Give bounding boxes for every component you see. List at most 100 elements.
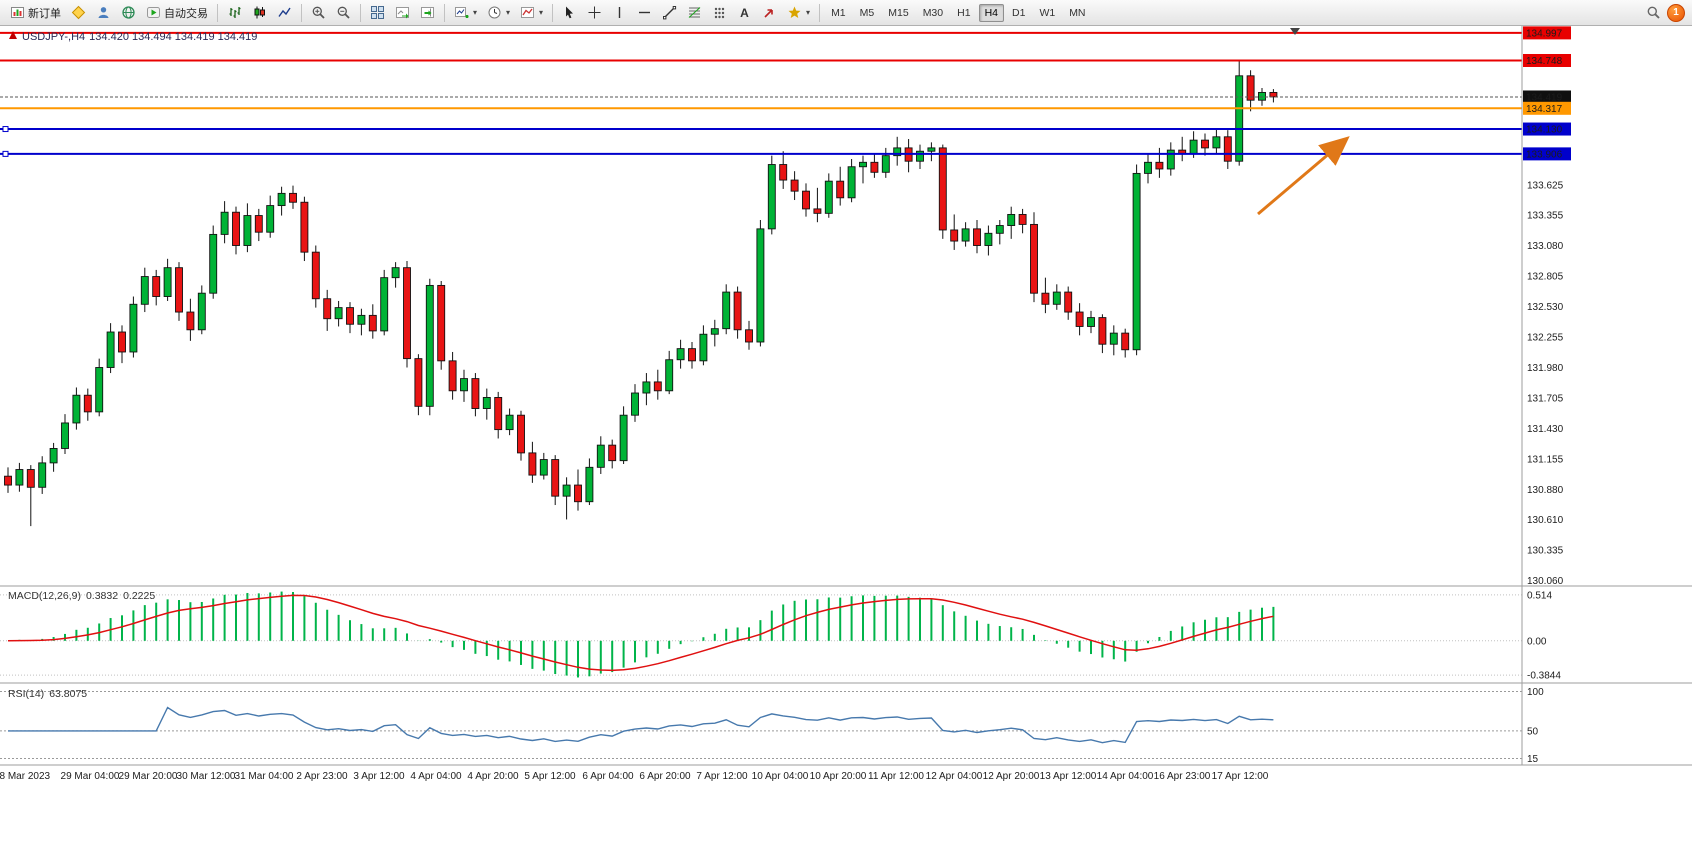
chart-title-symbol: USDJPY-,H4 [22, 30, 86, 43]
bar-chart-button[interactable] [223, 2, 246, 24]
shapes-icon [712, 5, 727, 20]
time-axis-label: 3 Apr 12:00 [353, 771, 405, 782]
zoom-out-button[interactable] [332, 2, 355, 24]
time-axis-label: 13 Apr 12:00 [1040, 771, 1097, 782]
candle-bull [277, 192, 286, 207]
price-badge-label: 134.997 [1526, 28, 1563, 39]
rsi-panel[interactable] [0, 683, 1522, 765]
toolbar-separator [444, 3, 445, 22]
annotation-arrow[interactable] [1257, 136, 1350, 216]
autotrade-button[interactable]: 自动交易 [142, 2, 212, 24]
profile-button[interactable] [92, 2, 115, 24]
time-axis-label: 10 Apr 20:00 [810, 771, 867, 782]
new-chart-dropdown[interactable]: ▾ [450, 2, 481, 24]
time-axis-label: 31 Mar 04:00 [235, 771, 294, 782]
objects-dropdown[interactable]: ▾ [783, 2, 814, 24]
text-icon: A [737, 5, 752, 20]
template-dropdown[interactable]: ▾ [516, 2, 547, 24]
new-order-icon [10, 5, 25, 20]
zoom-out-icon [336, 5, 351, 20]
timeframe-m5-button[interactable]: M5 [859, 6, 875, 19]
timeframe-m1-button[interactable]: M1 [831, 6, 846, 19]
shapes-button[interactable] [708, 2, 731, 24]
candle-bull [72, 394, 81, 424]
time-axis-label: 7 Apr 12:00 [696, 771, 748, 782]
timeframe-mn-button[interactable]: MN [1069, 6, 1086, 19]
toolbar: 新订单 自动交易 ▾ ▾ ▾ A ▾ M1 M5 M15 M30 H1 H4 D1 W1 MN 1 [0, 0, 1692, 26]
arrow-tool-button[interactable] [758, 2, 781, 24]
candlestick-button[interactable] [248, 2, 271, 24]
timeframe-w1-button[interactable]: W1 [1039, 6, 1056, 19]
tile-windows-icon [370, 5, 385, 20]
timeframe-d1-button[interactable]: D1 [1012, 6, 1026, 19]
candle-bear [802, 190, 810, 210]
candle-bull [15, 469, 24, 486]
candle-bull [61, 422, 69, 449]
candle-bull [881, 155, 890, 173]
chart-shift-button[interactable] [416, 2, 439, 24]
text-button[interactable]: A [733, 2, 756, 24]
crosshair-button[interactable] [583, 2, 606, 24]
tile-windows-button[interactable] [366, 2, 389, 24]
candle-bull [699, 333, 708, 362]
new-chart-icon [454, 5, 469, 20]
trendline-button[interactable] [658, 2, 681, 24]
candle-bear [1041, 292, 1050, 305]
rsi-scale-label: 50 [1527, 726, 1539, 737]
timeframe-h4-button[interactable]: H4 [978, 3, 1004, 22]
candle-bull [1189, 139, 1198, 154]
timeframe-m15-button[interactable]: M15 [888, 6, 909, 19]
toolbar-separator [360, 3, 361, 22]
horizontal-line-button[interactable] [633, 2, 656, 24]
candle-bear [1121, 332, 1130, 351]
time-axis-label: 30 Mar 12:00 [177, 771, 236, 782]
chart-shift-marker[interactable] [1290, 28, 1300, 35]
candle-bull [140, 276, 149, 305]
candle-bear [152, 276, 161, 297]
period-dropdown[interactable]: ▾ [483, 2, 514, 24]
svg-text:A: A [740, 6, 749, 20]
notification-badge[interactable]: 1 [1667, 3, 1685, 22]
timeframe-m30-button[interactable]: M30 [922, 6, 944, 19]
candle-bear [186, 311, 195, 331]
candle-bull [562, 484, 571, 497]
time-axis-label: 5 Apr 12:00 [524, 771, 576, 782]
candle-bull [585, 466, 594, 503]
candlestick-icon [252, 5, 267, 20]
community-button[interactable] [117, 2, 140, 24]
cursor-button[interactable] [558, 2, 581, 24]
time-axis-label: 16 Apr 23:00 [1154, 771, 1211, 782]
candle-bull [961, 228, 970, 242]
hline-handle[interactable] [2, 126, 9, 133]
line-chart-button[interactable] [273, 2, 296, 24]
candle-bull [984, 232, 993, 246]
rsi-label: RSI(14) 63.8075 [8, 688, 87, 700]
trendline-icon [662, 5, 677, 20]
auto-scroll-button[interactable] [391, 2, 414, 24]
candle-bull [1007, 213, 1016, 226]
new-order-button[interactable]: 新订单 [6, 2, 65, 24]
price-badge-label: 134.748 [1526, 56, 1563, 67]
vertical-line-button[interactable] [608, 2, 631, 24]
hline-handle[interactable] [2, 150, 9, 157]
candle-bull [460, 378, 468, 392]
time-axis-label: 12 Apr 04:00 [926, 771, 983, 782]
metaeditor-button[interactable] [67, 2, 90, 24]
candle-bull [665, 359, 674, 392]
timeframe-h1-button[interactable]: H1 [957, 6, 971, 19]
search-icon[interactable] [1646, 5, 1661, 20]
zoom-in-button[interactable] [307, 2, 330, 24]
time-axis[interactable] [0, 765, 1692, 795]
candle-bull [619, 414, 628, 462]
fibonacci-button[interactable] [683, 2, 706, 24]
candle-bull [893, 147, 902, 157]
time-axis-label: 12 Apr 20:00 [983, 771, 1040, 782]
candle-bull [1258, 91, 1266, 101]
rsi-value: 63.8075 [49, 688, 88, 700]
candle-bear [1064, 291, 1073, 313]
candle-bull [642, 381, 651, 394]
candle-bull [1144, 161, 1152, 174]
candle-bull [505, 414, 514, 431]
macd-value-main: 0.3832 [85, 590, 119, 602]
candle-bear [1030, 223, 1038, 294]
